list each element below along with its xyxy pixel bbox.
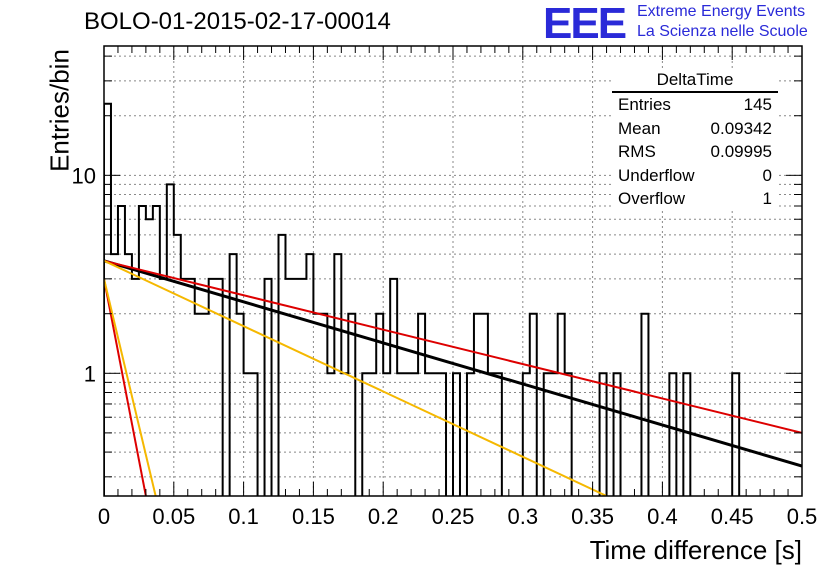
histogram-bin [348,314,355,496]
histogram-bin [202,314,209,496]
histogram-bin [153,206,160,496]
logo-text: Extreme Energy Events La Scienza nelle S… [637,2,808,42]
fit-line [104,259,802,434]
stats-value: 0 [762,165,772,185]
histogram-bin [474,314,481,496]
x-tick-label: 0.35 [571,504,614,529]
histogram-bin [495,373,502,496]
histogram-bin [341,373,348,496]
eee-logo: EEE [543,0,627,48]
histogram-bin [362,373,369,496]
histogram-bin [279,235,286,496]
y-tick-label: 10 [72,163,96,188]
stats-row: Overflow 1 [612,187,778,211]
x-tick-label: 0.25 [432,504,475,529]
stats-label: Overflow [618,189,686,208]
stats-row: Entries 145 [612,93,778,117]
histogram-bin [683,373,690,496]
histogram-bin [669,373,676,496]
stats-row: Underflow 0 [612,164,778,188]
x-axis-label: Time difference [s] [589,535,802,565]
histogram-bin [558,314,565,496]
histogram-bin [188,279,195,496]
y-axis-label: Entries/bin [44,49,75,172]
stats-value: 0.09995 [710,142,772,161]
stats-value: 1 [762,189,772,208]
histogram-outline [104,102,741,496]
stats-label: Mean [618,118,661,138]
histogram-bin [160,279,167,496]
histogram-bin [313,314,320,496]
histogram-bin [614,373,621,496]
histogram-bin [397,373,404,496]
histogram-bin [600,373,607,496]
logo-line-2: La Scienza nelle Scuole [637,23,808,40]
fit-line [104,278,147,496]
x-tick-label: 0.4 [647,504,678,529]
histogram-bin [306,254,313,496]
stats-row: RMS 0.09995 [612,140,778,164]
histogram-bin [523,373,530,496]
histogram-bin [404,373,411,496]
histogram-bin [432,373,439,496]
y-tick-label: 1 [84,361,96,386]
histogram-bin [530,314,537,496]
chart-title: BOLO-01-2015-02-17-00014 [84,8,391,35]
x-tick-label: 0.15 [292,504,335,529]
histogram-bin [439,373,446,496]
x-tick-label: 0.45 [711,504,754,529]
histogram-bin [285,279,292,496]
stats-row: Mean 0.09342 [612,117,778,141]
histogram-bin [181,279,188,496]
stats-value: 0.09342 [710,118,772,138]
histogram-bin [453,373,460,496]
stats-label: Underflow [618,165,695,185]
histogram-bin [146,219,153,496]
histogram-bin [132,279,139,496]
histogram-bin [369,373,376,496]
histogram-bin [167,184,174,496]
stats-value: 145 [743,95,772,114]
histogram-bin [641,314,648,496]
logo-line-1: Extreme Energy Events [637,3,806,20]
histogram-bin [418,314,425,496]
histogram-bin [425,373,432,496]
stats-title: DeltaTime [612,69,778,93]
histogram-bin [334,254,341,496]
histogram-bin [111,254,118,496]
histogram-bin [174,235,181,496]
x-tick-label: 0.05 [152,504,195,529]
stats-box: DeltaTime Entries 145 Mean 0.09342 RMS 0.09… [612,69,778,211]
histogram-bin [411,373,418,496]
histogram-bin [320,314,327,496]
x-tick-label: 0.1 [228,504,259,529]
stats-label: RMS [618,142,656,161]
histogram-bins [104,102,802,496]
histogram-bin [244,373,251,496]
histogram-bin [195,314,202,496]
histogram-bin [237,314,244,496]
x-tick-label: 0 [98,504,110,529]
histogram-bin [216,279,223,496]
x-tick-label: 0.2 [368,504,399,529]
histogram-bin [390,279,397,496]
fit-line [104,259,802,468]
histogram-bin [230,254,237,496]
fit-line [104,259,607,496]
histogram-bin [481,314,488,496]
histogram-bin [251,373,258,496]
histogram-bin [327,373,334,496]
x-tick-label: 0.5 [787,504,818,529]
stats-label: Entries [618,95,671,114]
histogram-bin [467,373,474,496]
histogram-bin [265,279,272,496]
histogram-bin [732,373,739,496]
histogram-bin [292,279,299,496]
fit-line [104,278,157,496]
histogram-bin [488,373,495,496]
x-tick-label: 0.3 [508,504,539,529]
